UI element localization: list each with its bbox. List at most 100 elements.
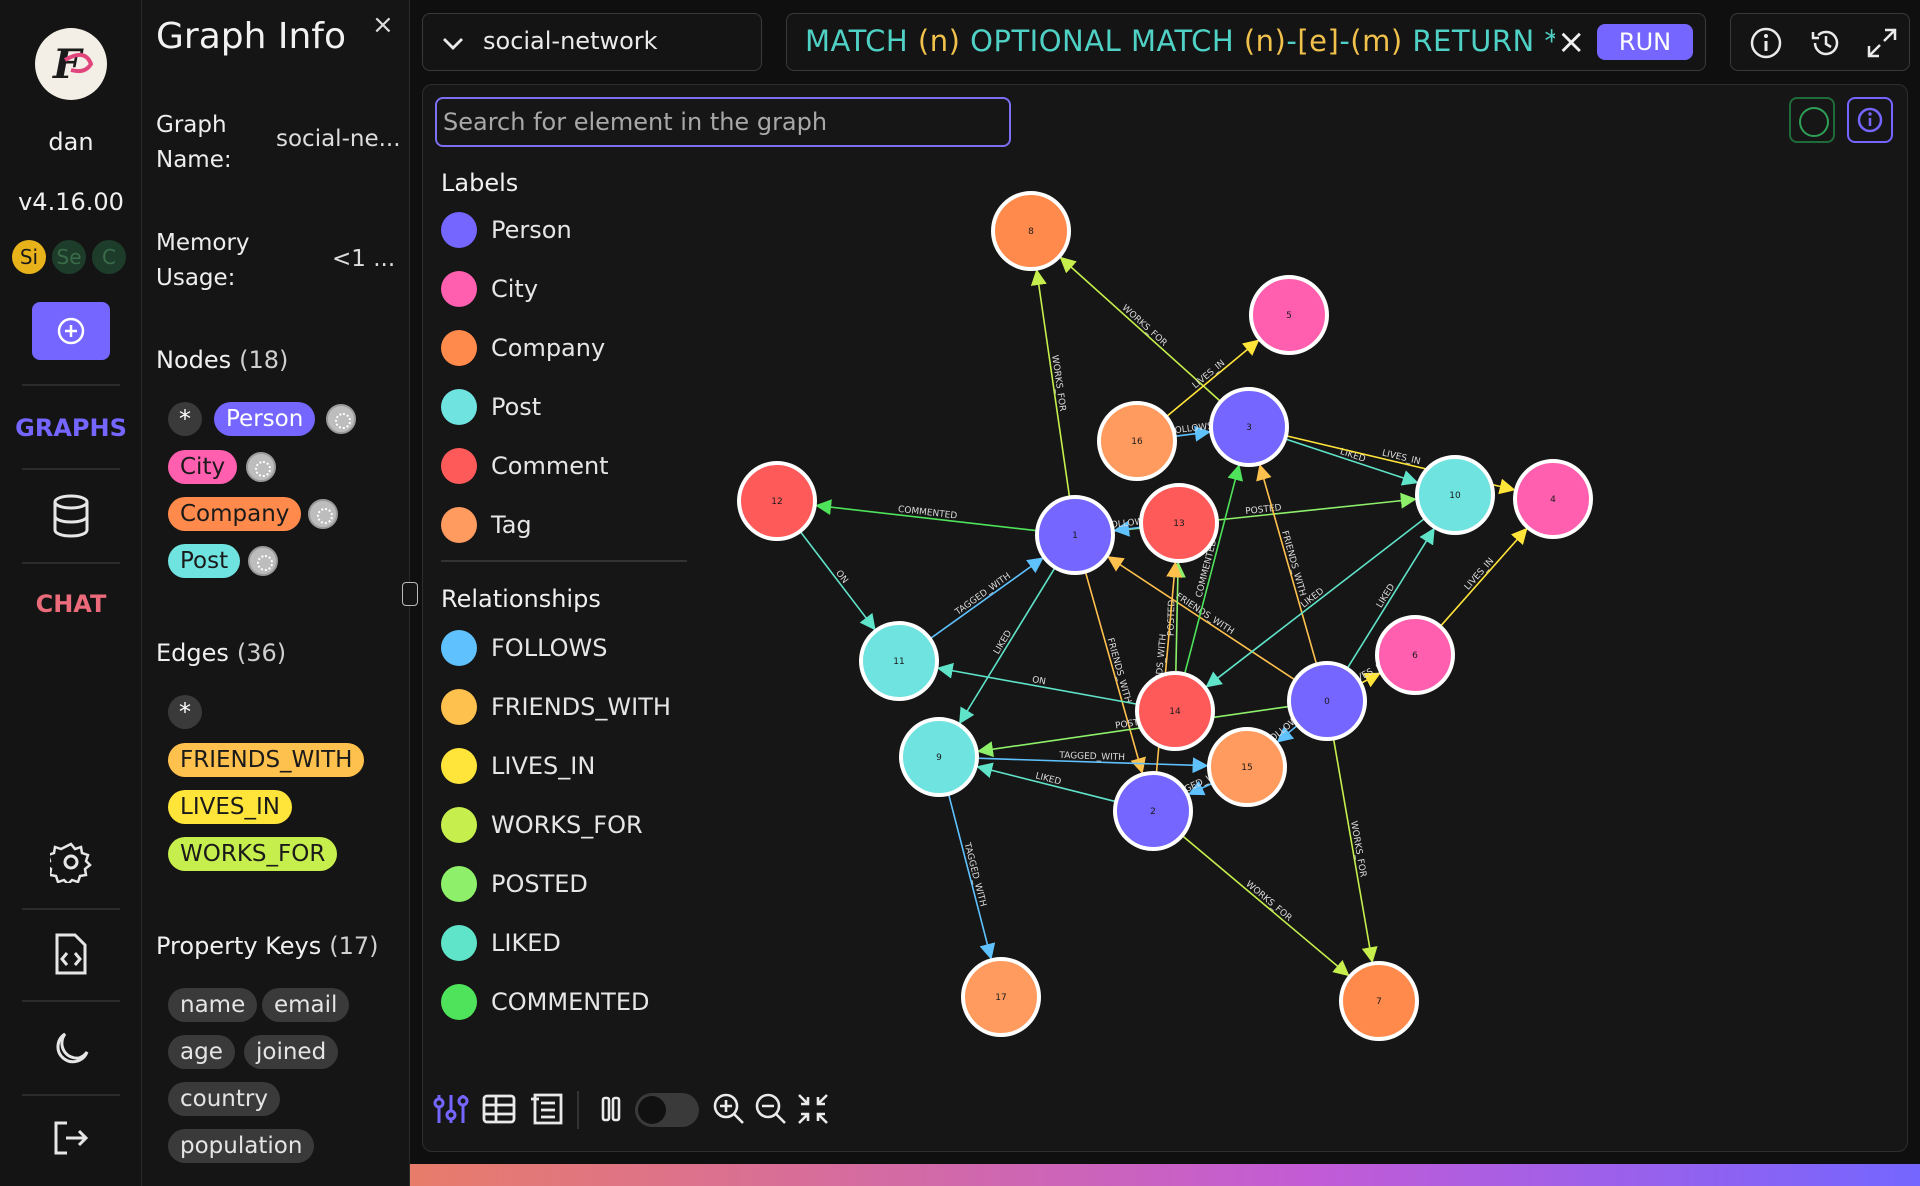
graph-node-city[interactable]: 4 [1513,459,1593,539]
history-icon[interactable] [1809,26,1843,60]
metadata-view-icon[interactable] [527,1089,567,1129]
query-editor[interactable]: MATCH (n) OPTIONAL MATCH (n)-[e]-(m) RET… [786,13,1706,71]
graph-node-tag[interactable]: 17 [961,957,1041,1037]
panel-resize-handle[interactable] [402,582,418,606]
badge-se[interactable]: Se [52,240,86,274]
graph-node-circle[interactable] [1139,483,1219,563]
logout-icon[interactable] [47,1114,95,1162]
legend-item-works-for[interactable]: WORKS_FOR [441,807,643,843]
graph-node-circle[interactable] [1249,275,1329,355]
edge-label-lives-in[interactable]: LIVES_IN [168,790,292,824]
graph-edge[interactable] [1205,517,1426,688]
graph-node-comment[interactable]: 13 [1139,483,1219,563]
graph-node-person[interactable]: 2 [1113,771,1193,851]
graph-edge[interactable] [1059,256,1222,403]
graph-edge[interactable] [1030,269,1071,498]
property-key[interactable]: joined [244,1035,339,1069]
legend-item-person[interactable]: Person [441,212,572,248]
graph-node-circle[interactable] [859,621,939,701]
graph-node-circle[interactable] [1097,401,1177,481]
graph-node-city[interactable]: 6 [1375,615,1455,695]
graph-node-circle[interactable] [1415,455,1495,535]
graph-edge[interactable] [1360,672,1381,688]
close-icon[interactable]: × [372,10,394,40]
graph-node-circle[interactable] [1375,615,1455,695]
graph-edge[interactable] [929,557,1044,640]
graph-node-post[interactable]: 9 [899,717,979,797]
palette-icon[interactable] [308,499,338,529]
graph-node-comment[interactable]: 14 [1135,671,1215,751]
legend-item-post[interactable]: Post [441,389,541,425]
node-label-person[interactable]: Person [214,402,316,436]
graph-node-circle[interactable] [1207,727,1287,807]
graph-node-circle[interactable] [1339,961,1419,1041]
badge-c[interactable]: C [92,240,126,274]
moon-theme-icon[interactable] [47,1024,95,1072]
legend-item-follows[interactable]: FOLLOWS [441,630,607,666]
graph-edge[interactable] [936,662,1138,706]
run-button[interactable]: RUN [1597,24,1693,60]
legend-item-lives-in[interactable]: LIVES_IN [441,748,595,784]
query-text[interactable]: MATCH (n) OPTIONAL MATCH (n)-[e]-(m) RET… [805,24,1555,58]
node-label-city[interactable]: City [168,450,238,484]
node-label-company[interactable]: Company [168,497,302,531]
graph-node-circle[interactable] [737,461,817,541]
search-input[interactable] [435,97,1011,147]
edge-label-all[interactable]: * [168,695,202,729]
palette-icon[interactable] [246,452,276,482]
code-file-icon[interactable] [47,930,95,978]
graph-view-icon[interactable] [431,1089,471,1129]
graph-node-comment[interactable]: 12 [737,461,817,541]
graph-edge[interactable] [977,705,1290,758]
graph-edge[interactable] [799,530,876,631]
graph-edge[interactable] [1181,834,1350,977]
property-key[interactable]: country [168,1082,280,1116]
graph-edge[interactable] [1256,463,1318,665]
center-fit-icon[interactable] [793,1089,833,1129]
graph-edge[interactable] [959,566,1056,725]
graph-edge[interactable] [1113,520,1142,537]
graph-edge[interactable] [1183,464,1244,675]
legend-item-tag[interactable]: Tag [441,507,532,543]
graph-edge[interactable] [976,757,1209,774]
property-key[interactable]: population [168,1129,315,1163]
clear-query-icon[interactable]: × [1557,22,1586,62]
graph-node-circle[interactable] [1135,671,1215,751]
palette-icon[interactable] [326,404,356,434]
legend-item-city[interactable]: City [441,271,538,307]
animation-control-button[interactable] [1789,97,1835,143]
animation-toggle[interactable] [635,1093,699,1127]
create-graph-button[interactable] [32,302,110,360]
graph-node-circle[interactable] [1035,495,1115,575]
legend-item-posted[interactable]: POSTED [441,866,588,902]
property-key[interactable]: email [262,988,350,1022]
property-key[interactable]: name [168,988,258,1022]
legend-item-liked[interactable]: LIKED [441,925,561,961]
graph-node-circle[interactable] [961,957,1041,1037]
graph-edge[interactable] [1187,780,1213,796]
graph-node-company[interactable]: 8 [991,191,1071,271]
table-view-icon[interactable] [479,1089,519,1129]
graph-node-person[interactable]: 1 [1035,495,1115,575]
graph-node-post[interactable]: 10 [1415,455,1495,535]
graph-node-company[interactable]: 7 [1339,961,1419,1041]
graph-edge[interactable] [976,762,1117,803]
database-icon[interactable] [47,492,95,540]
zoom-out-icon[interactable] [751,1089,791,1129]
graph-node-circle[interactable] [1113,771,1193,851]
palette-icon[interactable] [248,546,278,576]
badge-si[interactable]: Si [12,240,46,274]
settings-gear-icon[interactable] [47,838,95,886]
zoom-in-icon[interactable] [709,1089,749,1129]
graph-node-circle[interactable] [899,717,979,797]
legend-item-comment[interactable]: Comment [441,448,609,484]
graph-edge[interactable] [1165,339,1260,418]
property-key[interactable]: age [168,1035,235,1069]
graph-edge[interactable] [1284,438,1419,486]
graph-node-city[interactable]: 5 [1249,275,1329,355]
graph-node-circle[interactable] [1287,661,1367,741]
graph-edge[interactable] [1174,425,1211,442]
graph-canvas[interactable]: WORKS_FOR WORKS_FOR LIVES_IN COMMENTED ON LIK… [422,84,1908,1152]
graph-edge[interactable] [1332,738,1378,964]
pause-icon[interactable] [591,1089,631,1129]
